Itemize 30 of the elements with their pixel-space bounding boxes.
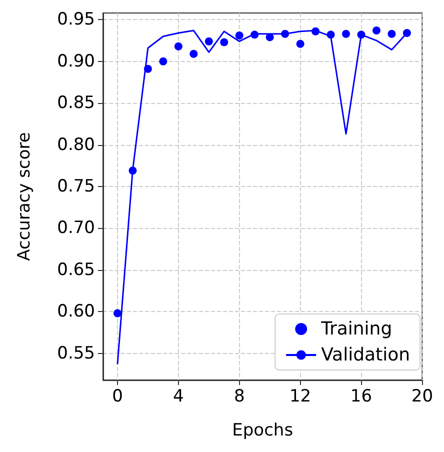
x-tick-label: 16 bbox=[350, 386, 372, 406]
point bbox=[372, 26, 380, 35]
legend-label: Training bbox=[320, 318, 392, 340]
point bbox=[235, 32, 244, 40]
y-tick-label: 0.95 bbox=[57, 10, 95, 30]
y-tick-label: 0.65 bbox=[57, 260, 95, 280]
y-tick-label: 0.80 bbox=[57, 134, 95, 155]
y-tick-label: 0.85 bbox=[57, 93, 95, 114]
x-tick-label: 0 bbox=[112, 386, 123, 406]
point bbox=[388, 30, 396, 38]
x-tick-label: 4 bbox=[173, 386, 184, 406]
point bbox=[220, 38, 228, 46]
point bbox=[342, 30, 350, 38]
legend-label: Validation bbox=[321, 344, 410, 366]
point bbox=[159, 57, 168, 66]
point bbox=[204, 37, 213, 46]
point bbox=[190, 50, 198, 58]
y-axis-title: Accuracy score bbox=[14, 132, 34, 261]
y-tick-label: 0.60 bbox=[57, 302, 95, 322]
x-tick-label: 8 bbox=[234, 386, 245, 406]
x-tick-label: 20 bbox=[411, 386, 434, 406]
x-tick-label: 12 bbox=[289, 386, 312, 406]
point bbox=[296, 40, 304, 48]
point bbox=[174, 42, 182, 50]
y-tick-label: 0.90 bbox=[57, 51, 95, 72]
y-tick-label: 0.75 bbox=[57, 176, 95, 196]
y-tick-label: 0.70 bbox=[57, 218, 95, 238]
point bbox=[113, 309, 122, 318]
y-tick-label: 0.55 bbox=[57, 343, 95, 364]
x-axis-title: Epochs bbox=[232, 420, 294, 440]
